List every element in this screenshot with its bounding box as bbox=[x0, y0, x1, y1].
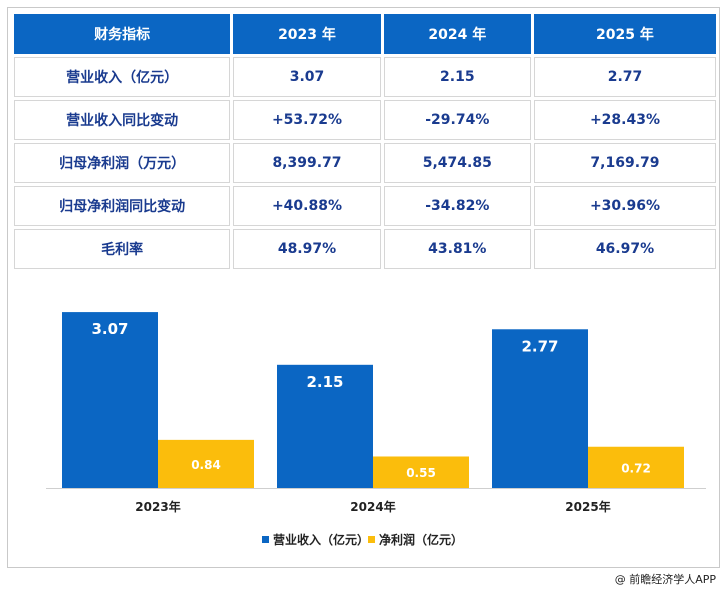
table-cell: +40.88% bbox=[233, 186, 381, 226]
table-cell: 46.97% bbox=[533, 229, 716, 269]
legend-label: 营业收入（亿元） bbox=[273, 532, 369, 547]
source-credit: @ 前瞻经济学人APP bbox=[614, 573, 716, 586]
table-cell: 48.97% bbox=[233, 229, 381, 269]
legend-label: 净利润（亿元） bbox=[379, 532, 463, 547]
table-header-row: 财务指标 2023 年 2024 年 2025 年 bbox=[14, 14, 716, 54]
bar-net-profit bbox=[158, 439, 254, 488]
legend-swatch bbox=[262, 536, 269, 543]
table-cell: 8,399.77 bbox=[233, 143, 381, 183]
bar-chart: 3.07 0.84 2023年 2.15 0.55 2024年 2.77 0.72 2025年营… bbox=[46, 312, 706, 547]
data-label: 0.72 bbox=[621, 461, 651, 475]
row-label: 营业收入同比变动 bbox=[14, 100, 231, 140]
data-label: 2.15 bbox=[306, 373, 343, 391]
table-cell: 3.07 bbox=[233, 57, 381, 97]
table-row: 营业收入同比变动 +53.72% -29.74% +28.43% bbox=[14, 100, 716, 140]
row-label: 营业收入（亿元） bbox=[14, 57, 231, 97]
table-cell: 43.81% bbox=[383, 229, 531, 269]
table-row: 归母净利润同比变动 +40.88% -34.82% +30.96% bbox=[14, 186, 716, 226]
table-cell: -29.74% bbox=[383, 100, 531, 140]
table-row: 归母净利润（万元） 8,399.77 5,474.85 7,169.79 bbox=[14, 143, 716, 183]
report-frame: 财务指标 2023 年 2024 年 2025 年 营业收入（亿元） 3.07 … bbox=[7, 7, 720, 568]
header-cell: 2025 年 bbox=[533, 14, 716, 54]
data-label: 0.55 bbox=[406, 466, 436, 480]
table-cell: 7,169.79 bbox=[533, 143, 716, 183]
header-cell: 财务指标 bbox=[14, 14, 231, 54]
table-cell: 2.77 bbox=[533, 57, 716, 97]
table-cell: +28.43% bbox=[533, 100, 716, 140]
table-cell: 5,474.85 bbox=[383, 143, 531, 183]
bar-net-profit bbox=[373, 456, 469, 488]
table-cell: +30.96% bbox=[533, 186, 716, 226]
table-cell: 2.15 bbox=[383, 57, 531, 97]
data-label: 3.07 bbox=[91, 320, 128, 338]
row-label: 毛利率 bbox=[14, 229, 231, 269]
x-tick-label: 2025年 bbox=[565, 499, 610, 514]
bar-net-profit bbox=[588, 446, 684, 488]
table-cell: -34.82% bbox=[383, 186, 531, 226]
row-label: 归母净利润（万元） bbox=[14, 143, 231, 183]
data-label: 2.77 bbox=[521, 337, 558, 355]
table-row: 营业收入（亿元） 3.07 2.15 2.77 bbox=[14, 57, 716, 97]
bar-revenue bbox=[492, 329, 588, 488]
table-cell: +53.72% bbox=[233, 100, 381, 140]
header-cell: 2024 年 bbox=[383, 14, 531, 54]
row-label: 归母净利润同比变动 bbox=[14, 186, 231, 226]
table-row: 毛利率 48.97% 43.81% 46.97% bbox=[14, 229, 716, 269]
financial-table: 财务指标 2023 年 2024 年 2025 年 营业收入（亿元） 3.07 … bbox=[11, 11, 719, 272]
bar-revenue bbox=[62, 312, 158, 488]
x-tick-label: 2023年 bbox=[135, 499, 180, 514]
data-label: 0.84 bbox=[191, 458, 221, 472]
bar-revenue bbox=[277, 364, 373, 488]
legend-swatch bbox=[368, 536, 375, 543]
header-cell: 2023 年 bbox=[233, 14, 381, 54]
x-tick-label: 2024年 bbox=[350, 499, 395, 514]
